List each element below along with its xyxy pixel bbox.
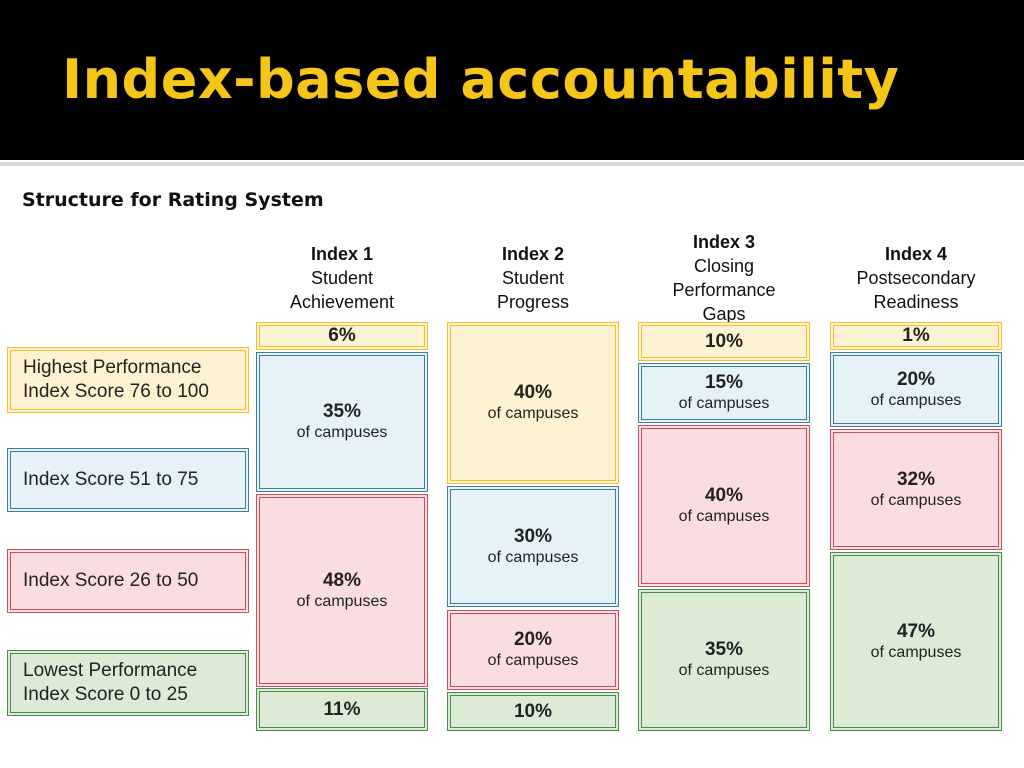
bar-segment-lower: 48% of campuses (256, 494, 428, 687)
data-label: 10% (704, 330, 744, 352)
data-caption: of campuses (487, 405, 579, 422)
bar-segment-upper: 30% of campuses (447, 486, 619, 607)
data-caption: of campuses (487, 548, 579, 566)
column-subtitle-line: Progress (496, 292, 570, 312)
column-subtitle-line: Student (501, 268, 565, 288)
bar-segment-highest: 10% (638, 322, 810, 361)
bar-segment-lower: 32% of campuses (830, 429, 1002, 550)
legend-label: Index Score 51 to 75 (23, 469, 199, 490)
column-subtitle-line: Closing (693, 256, 755, 276)
legend-label: Lowest Performance (23, 660, 198, 681)
data-caption: of campuses (870, 643, 962, 661)
data-label: 35% (322, 401, 362, 422)
bar-segment-highest: 6% (256, 322, 428, 350)
slide-title: Index-based accountability (62, 48, 900, 111)
data-label: 11% (323, 698, 361, 720)
bar-segment-lowest: 47% of campuses (830, 552, 1002, 731)
bar-segment-lower: 40% of campuses (638, 425, 810, 587)
column-index-label: Index 2 (501, 244, 565, 264)
data-label: 47% (896, 620, 936, 642)
column-subtitle-line: Achievement (289, 292, 395, 312)
column-index-label: Index 1 (310, 244, 374, 264)
bar-segment-upper: 20% of campuses (830, 352, 1002, 427)
bar-segment-lowest: 10% (447, 692, 619, 731)
legend-item-lower: Index Score 26 to 50 (7, 549, 249, 613)
bar-segment-upper: 15% of campuses (638, 363, 810, 423)
column-subtitle-line: Readiness (873, 292, 959, 312)
data-label: 20% (896, 368, 936, 390)
bar-segment-highest: 40% of campuses (447, 322, 619, 484)
data-caption: of campuses (678, 395, 770, 412)
data-caption: of campuses (296, 424, 388, 441)
column-index-label: Index 4 (884, 244, 948, 264)
data-caption: of campuses (870, 391, 962, 409)
data-label: 6% (328, 325, 356, 346)
bar-segment-upper: 35% of campuses (256, 352, 428, 492)
column-subtitle-line: Student (310, 268, 374, 288)
bar-segment-lowest: 11% (256, 688, 428, 731)
column-header: Index 3 Closing Performance Gaps (628, 230, 820, 326)
data-caption: of campuses (487, 652, 579, 669)
data-label: 20% (513, 629, 553, 650)
data-label: 15% (704, 372, 744, 393)
legend-label: Highest Performance (23, 357, 202, 378)
column-index-label: Index 3 (692, 232, 756, 252)
bar-segment-highest: 1% (830, 322, 1002, 350)
chart-subtitle: Structure for Rating System (22, 189, 324, 211)
title-bar: Index-based accountability (0, 0, 1024, 160)
data-caption: of campuses (678, 662, 770, 679)
column-subtitle-line: Postsecondary (856, 268, 976, 288)
data-label: 30% (513, 525, 553, 547)
data-label: 35% (704, 639, 744, 660)
data-label: 32% (896, 468, 936, 490)
data-label: 40% (704, 485, 744, 506)
data-caption: of campuses (678, 508, 770, 525)
legend-item-upper: Index Score 51 to 75 (7, 448, 249, 512)
data-label: 48% (322, 569, 362, 591)
column-subtitle-line: Gaps (702, 304, 746, 324)
title-divider (0, 162, 1024, 166)
column-header: Index 4 Postsecondary Readiness (820, 242, 1012, 314)
bar-segment-lower: 20% of campuses (447, 610, 619, 690)
legend-item-highest: Highest Performance Index Score 76 to 100 (7, 347, 249, 413)
bar-segment-lowest: 35% of campuses (638, 589, 810, 731)
data-caption: of campuses (870, 491, 962, 509)
legend-label: Index Score 76 to 100 (23, 381, 209, 402)
data-label: 1% (902, 325, 930, 346)
legend-label: Index Score 0 to 25 (23, 684, 188, 705)
data-label: 40% (513, 382, 553, 403)
legend-item-lowest: Lowest Performance Index Score 0 to 25 (7, 650, 249, 716)
legend-label: Index Score 26 to 50 (23, 570, 199, 591)
column-header: Index 1 Student Achievement (246, 242, 438, 314)
data-caption: of campuses (296, 592, 388, 610)
data-label: 10% (513, 700, 553, 722)
column-subtitle-line: Performance (672, 280, 776, 300)
column-header: Index 2 Student Progress (437, 242, 629, 314)
